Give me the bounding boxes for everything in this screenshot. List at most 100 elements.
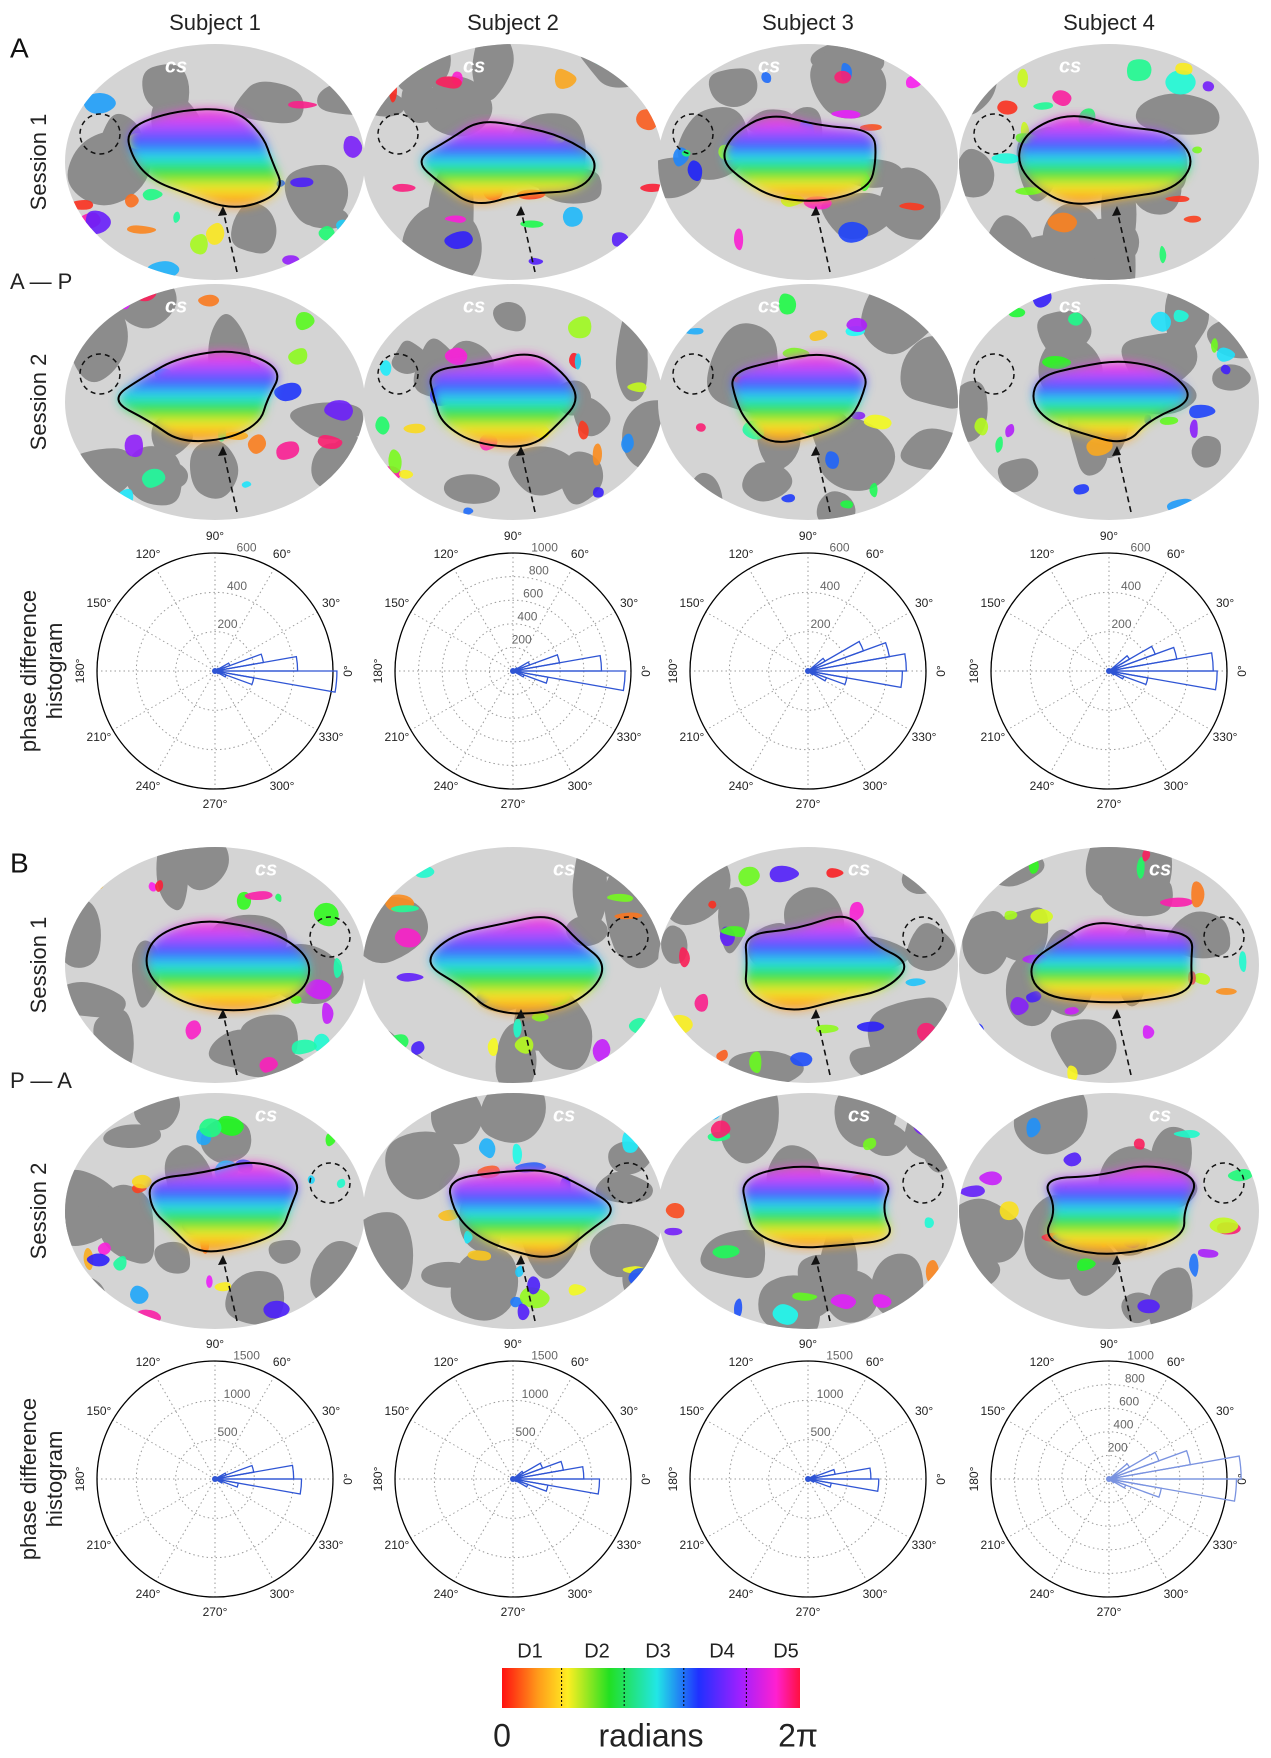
histogram-wedge [807,653,907,672]
histogram-wedge [807,1478,880,1493]
activation-patch [124,434,144,458]
activation-patch [1192,146,1203,154]
brain-map [959,44,1259,280]
arrow [520,209,536,273]
theta-tick-label: 240° [1030,779,1055,793]
brain-map [959,847,1259,1083]
activation-patch [131,1174,152,1189]
grid-spoke [512,670,573,774]
activation-patch [1026,1117,1041,1138]
r-tick-label: 1500 [233,1349,260,1363]
theta-tick-label: 180° [666,1466,680,1491]
r-tick-label: 200 [512,632,532,646]
grid-spoke [214,1478,275,1582]
sulcus [421,1261,474,1288]
activation-patch [1220,364,1231,375]
activation-patch [695,423,706,432]
arrow-head [516,1255,525,1265]
activation-patch [336,1178,346,1188]
colorbar: D1 D2 D3 D4 D5 0 radians 2π [493,1640,818,1753]
sulcus [430,1093,483,1145]
activation-patch [438,1209,459,1222]
activation-patch [1010,997,1029,1016]
sulcus [508,446,578,496]
sulcus [906,923,956,971]
arrow [815,449,831,513]
histogram-wedge [512,654,603,672]
activation-patch [1004,910,1018,920]
activation-patch [390,905,420,913]
grid-spoke [1049,1478,1110,1582]
activation-patch [694,1315,715,1325]
grid-circle [728,1399,888,1559]
activation-patch [369,75,378,83]
activation-patch [769,865,800,883]
grid-spoke [1108,1478,1169,1582]
polar-chart: 500 1000 1500 0° 30° 60° 90° 120° 150° 180° 210° 24… [73,1337,355,1619]
map-region [1031,923,1193,1003]
histogram-wedge [512,1470,525,1480]
histogram-wedge [807,640,865,672]
activation-patch [244,891,273,901]
cs-label: cs [165,55,187,77]
grid-spoke [214,1478,318,1539]
activation-patch [1215,987,1237,995]
activation-patch [592,1063,613,1083]
arrow-head [811,1009,820,1019]
brain-map [363,44,663,280]
grid-spoke [112,1478,216,1539]
sulcus [595,1171,653,1203]
activation-patch [1159,897,1194,908]
activation-patch [519,1287,550,1309]
activation-patch [1015,187,1043,196]
polar-center [1106,1476,1112,1482]
cs-label: cs [848,1104,870,1126]
activation-patch [1137,1299,1160,1314]
activation-patch [324,400,354,421]
sulcus [154,1241,191,1274]
activation-patch [792,1292,818,1301]
grid-spoke [410,670,514,731]
sulcus [401,76,438,124]
colorbar-max: 2π [778,1717,818,1753]
activation-patch [614,1311,636,1327]
activation-patch [1165,195,1190,203]
theta-tick-label: 120° [434,1355,459,1369]
theta-tick-label: 60° [571,1355,589,1369]
activation-patch [394,928,421,948]
activation-patch [967,1023,985,1041]
r-tick-label: 600 [1131,541,1151,555]
arrow-head [516,446,525,456]
theta-tick-label: 300° [270,1587,295,1601]
map-region [743,1166,890,1248]
polar-chart: 200 400 600 800 1000 0° 30° 60° 90° 120° 150° 180° 2… [967,1337,1249,1619]
activation-patch [577,420,589,440]
cs-label: cs [463,55,485,77]
activation-patch [592,1038,611,1062]
theta-tick-label: 240° [1030,1587,1055,1601]
hand-region [377,113,419,155]
theta-tick-label: 0° [934,1473,948,1485]
row-label: Session 1 [26,917,51,1014]
activation-patch [665,1202,685,1219]
grid-spoke [705,1419,809,1480]
histogram-wedge [512,670,626,692]
activation-patch [317,434,343,450]
activation-patch [487,1037,499,1057]
activation-patch [287,100,317,109]
grid-circle [728,591,888,751]
activation-patch [1202,81,1215,92]
activation-patch [592,487,604,498]
grid-spoke [112,670,216,731]
activation-patch [621,433,634,453]
row-label: phase difference [16,590,41,752]
activation-patch [1175,62,1193,75]
activation-patch [1192,972,1211,985]
r-tick-label: 1500 [826,1349,853,1363]
activation-patch [411,1041,425,1055]
activation-patch [527,1276,541,1295]
polar-frame [689,1360,927,1598]
theta-tick-label: 300° [1164,779,1189,793]
activation-patch [708,900,717,909]
